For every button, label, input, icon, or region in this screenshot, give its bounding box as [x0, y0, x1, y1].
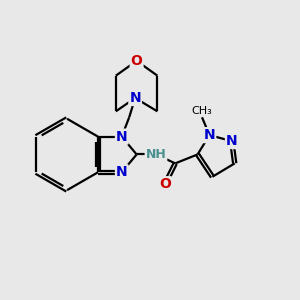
Text: N: N	[226, 134, 238, 148]
Text: N: N	[116, 165, 128, 179]
Text: O: O	[159, 177, 171, 191]
Text: CH₃: CH₃	[192, 106, 212, 116]
Text: N: N	[116, 130, 128, 144]
Text: N: N	[129, 91, 141, 105]
Text: O: O	[131, 54, 142, 68]
Text: N: N	[204, 128, 215, 142]
Text: NH: NH	[146, 148, 166, 161]
